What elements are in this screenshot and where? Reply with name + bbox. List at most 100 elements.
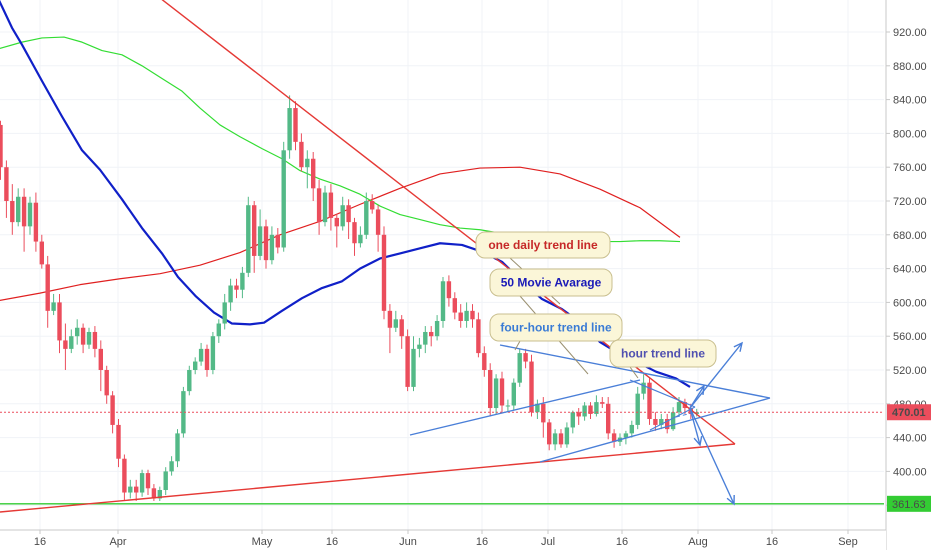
candle-body <box>399 319 404 337</box>
candle-body <box>488 370 493 409</box>
candle-body <box>629 424 634 434</box>
candle-body <box>517 353 522 383</box>
candle-body <box>39 241 44 265</box>
time-tick-label: Sep <box>838 536 858 548</box>
price-tick-label: 600.00 <box>893 297 927 309</box>
candle-body <box>493 378 499 409</box>
candle-body <box>27 202 33 227</box>
candle-body <box>252 205 257 256</box>
candle-body <box>358 234 363 244</box>
trend-line-blue <box>539 397 771 463</box>
candle-body <box>370 201 375 210</box>
candle-body <box>293 108 298 142</box>
time-tick-label: 16 <box>476 536 488 548</box>
price-tick-label: 800.00 <box>893 128 927 140</box>
candle-body <box>181 391 186 434</box>
candle-body <box>464 310 469 321</box>
candle-body <box>246 205 251 273</box>
candle-body <box>381 234 387 311</box>
callout-label: hour trend line <box>621 347 705 361</box>
candle-body <box>606 403 611 434</box>
candle-body <box>216 323 221 337</box>
candle-body <box>375 209 381 235</box>
candle-body <box>187 370 192 392</box>
candle-body <box>446 281 452 299</box>
candle-body <box>423 331 428 345</box>
candle-body <box>269 234 275 261</box>
candle-body <box>676 402 682 413</box>
candle-body <box>564 427 570 445</box>
candle-body <box>86 331 92 345</box>
current-price-label: 470.01 <box>892 407 926 419</box>
candle-body <box>0 124 3 168</box>
candle-body <box>429 331 434 337</box>
candle-body <box>228 285 233 303</box>
candle-body <box>558 433 564 445</box>
candle-body <box>322 192 328 223</box>
candle-body <box>476 319 481 354</box>
candle-body <box>175 433 180 462</box>
price-tick-label: 720.00 <box>893 196 927 208</box>
time-tick-label: 16 <box>34 536 46 548</box>
candle-body <box>364 201 369 235</box>
callout-pointer <box>514 340 521 351</box>
price-tick-label: 880.00 <box>893 61 927 73</box>
trend-line-red <box>0 443 736 513</box>
callout-box <box>475 231 611 259</box>
projection-arrow <box>689 385 705 409</box>
candle-body <box>535 403 540 413</box>
candle-body <box>110 395 115 425</box>
annotations: one daily trend line 50 Movie Avarage four… <box>475 231 717 379</box>
candle-body <box>547 422 552 445</box>
candle-body <box>4 167 9 201</box>
candle-body <box>45 264 50 311</box>
candle-body <box>328 192 334 218</box>
candle-body <box>116 424 121 459</box>
candle-body <box>659 419 664 425</box>
candle-body <box>222 302 227 324</box>
price-tick-label: 520.00 <box>893 365 927 377</box>
projection-arrow <box>689 407 735 505</box>
candle-body <box>635 393 640 425</box>
candle-body <box>541 403 546 423</box>
trend-line-blue <box>409 379 641 436</box>
callout-label: four-hour trend line <box>500 321 612 335</box>
candle-body <box>523 353 528 362</box>
projection-arrow <box>689 342 743 409</box>
candle-body <box>411 348 416 387</box>
price-tick-label: 400.00 <box>893 466 927 478</box>
time-tick-label: Aug <box>688 536 708 548</box>
price-tick-label: 760.00 <box>893 162 927 174</box>
candle-body <box>529 361 534 413</box>
candle-body <box>311 158 316 189</box>
candle-body <box>600 402 605 404</box>
time-tick-label: Jul <box>541 536 555 548</box>
time-tick-label: 16 <box>616 536 628 548</box>
candle-body <box>33 202 39 242</box>
arrow-head <box>733 341 744 352</box>
candle-body <box>552 433 558 445</box>
current-price-tag <box>887 404 931 421</box>
candle-body <box>440 281 446 321</box>
candle-body <box>505 405 511 407</box>
candle-body <box>16 196 21 223</box>
candle-body <box>570 412 575 428</box>
candle-body <box>470 310 475 320</box>
candle-body <box>57 302 62 341</box>
candle-body <box>210 336 216 370</box>
candle-body <box>458 312 463 321</box>
candle-body <box>576 412 581 417</box>
callout-box <box>489 268 613 297</box>
candle-body <box>169 461 174 472</box>
trend-line-red <box>161 0 736 445</box>
price-axis-background <box>886 0 932 550</box>
candle-body <box>151 488 157 499</box>
candle-body <box>80 327 86 345</box>
trend-line-blue <box>649 406 696 431</box>
arrow-head <box>693 436 703 447</box>
candle-body <box>434 320 440 337</box>
candle-body <box>75 327 80 337</box>
time-tick-label: Apr <box>109 536 126 548</box>
candle-body <box>653 419 658 425</box>
candle-body <box>694 412 699 414</box>
